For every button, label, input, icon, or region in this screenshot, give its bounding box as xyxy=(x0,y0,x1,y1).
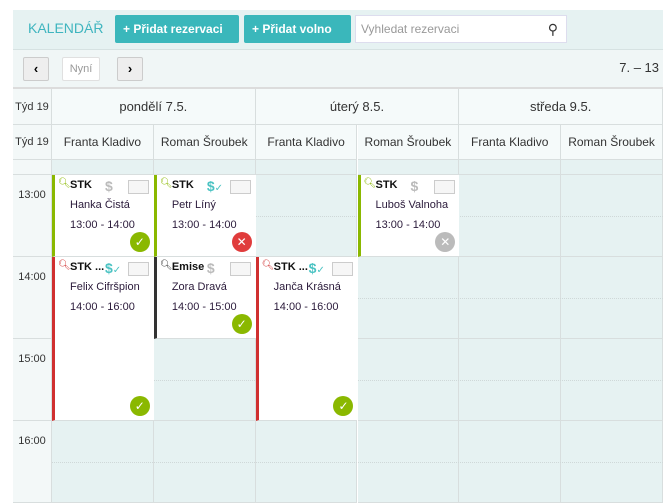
event-time: 13:00 - 14:00 xyxy=(70,219,135,231)
customer-name: Felix Cifršpion xyxy=(70,281,140,293)
all-day-slot[interactable] xyxy=(153,160,256,175)
event-title: STK xyxy=(70,179,92,191)
event-title: Emise xyxy=(171,261,205,273)
envelope-icon[interactable] xyxy=(331,262,353,276)
customer-name: Janča Krásná xyxy=(273,281,341,293)
staff-header[interactable]: Roman Šroubek xyxy=(357,125,460,160)
reservation-event[interactable]: 🔍︎ STK $ Hanka Čistá 13:00 - 14:00 ✓ xyxy=(52,175,154,257)
event-time: 13:00 - 14:00 xyxy=(375,219,441,231)
next-button[interactable]: › xyxy=(117,57,143,81)
event-time: 13:00 - 14:00 xyxy=(171,219,237,231)
hour-label: 14:00 xyxy=(13,257,52,339)
all-day-slot[interactable] xyxy=(459,160,562,175)
calendar-grid: Týd 19 Týd 19 pondělí 7.5. úterý 8.5. středa… xyxy=(13,89,663,503)
customer-name: Luboš Valnoha xyxy=(375,199,449,211)
event-title: STK ... xyxy=(70,261,105,273)
search-placeholder: Vyhledat rezervaci xyxy=(361,22,460,36)
status-confirmed-icon[interactable]: ✓ xyxy=(231,314,252,334)
staff-header[interactable]: Franta Kladivo xyxy=(52,125,154,160)
search-icon[interactable]: 🔍︎ xyxy=(159,260,173,271)
week-label: Týd 19 xyxy=(13,125,52,160)
event-time: 14:00 - 16:00 xyxy=(273,301,339,313)
reservation-event[interactable]: 🔍︎ STK ... $✓ Felix Cifršpion 14:00 - 16:00 ✓ xyxy=(52,257,154,421)
status-cancelled-icon[interactable]: ✕ xyxy=(231,232,252,252)
date-range: 7. – 13 xyxy=(619,60,659,75)
event-title: STK xyxy=(375,179,398,191)
day-header[interactable]: úterý 8.5. xyxy=(255,89,460,125)
prev-button[interactable]: ‹ xyxy=(23,57,49,81)
customer-name: Hanka Čistá xyxy=(70,199,130,211)
status-confirmed-icon[interactable]: ✓ xyxy=(333,396,354,416)
customer-name: Zora Dravá xyxy=(171,281,227,293)
dollar-icon[interactable]: $ xyxy=(206,260,215,276)
envelope-icon[interactable] xyxy=(128,180,149,194)
app-title[interactable]: KALENDÁŘ xyxy=(28,20,104,36)
customer-name: Petr Líný xyxy=(171,199,216,211)
staff-header[interactable]: Roman Šroubek xyxy=(561,125,663,160)
search-icon[interactable]: 🔍︎ xyxy=(363,178,377,189)
search-icon[interactable]: ⚲ xyxy=(547,21,558,37)
status-pending-icon[interactable]: ✕ xyxy=(435,232,456,252)
reservation-event[interactable]: 🔍︎ Emise $ Zora Dravá 14:00 - 15:00 ✓ xyxy=(153,257,256,339)
half-hour-line xyxy=(52,462,663,463)
search-input[interactable]: Vyhledat rezervaci ⚲ xyxy=(355,15,567,43)
reservation-event[interactable]: 🔍︎ STK $ Luboš Valnoha 13:00 - 14:00 ✕ xyxy=(357,175,460,257)
add-free-button[interactable]: + Přidat volno xyxy=(244,15,351,43)
paid-icon[interactable]: $✓ xyxy=(105,260,122,276)
dollar-icon[interactable]: $ xyxy=(410,178,419,194)
status-confirmed-icon[interactable]: ✓ xyxy=(129,396,150,416)
staff-header[interactable]: Roman Šroubek xyxy=(153,125,256,160)
paid-icon[interactable]: $✓ xyxy=(308,260,325,276)
toolbar: KALENDÁŘ + Přidat rezervaci + Přidat vol… xyxy=(13,10,663,50)
dollar-icon[interactable]: $ xyxy=(105,178,113,194)
reservation-event[interactable]: 🔍︎ STK ... $✓ Janča Krásná 14:00 - 16:00 ✓ xyxy=(255,257,358,421)
hour-label: 15:00 xyxy=(13,339,52,421)
event-title: STK xyxy=(171,179,194,191)
status-confirmed-icon[interactable]: ✓ xyxy=(129,232,150,252)
search-icon[interactable]: 🔍︎ xyxy=(58,260,71,271)
search-icon[interactable]: 🔍︎ xyxy=(159,178,173,189)
reservation-event[interactable]: 🔍︎ STK $✓ Petr Líný 13:00 - 14:00 ✕ xyxy=(153,175,256,257)
all-day-slot[interactable] xyxy=(357,160,460,175)
time-cell xyxy=(13,160,52,175)
day-header[interactable]: pondělí 7.5. xyxy=(52,89,256,125)
envelope-icon[interactable] xyxy=(128,262,149,276)
date-navigation: ‹ Nyní › 7. – 13 xyxy=(13,50,663,89)
envelope-icon[interactable] xyxy=(433,180,455,194)
add-reservation-button[interactable]: + Přidat rezervaci xyxy=(115,15,239,43)
all-day-slot[interactable] xyxy=(561,160,663,175)
day-header[interactable]: středa 9.5. xyxy=(459,89,663,125)
hour-label: 13:00 xyxy=(13,175,52,257)
hour-label: 16:00 xyxy=(13,421,52,503)
all-day-slot[interactable] xyxy=(52,160,154,175)
event-time: 14:00 - 15:00 xyxy=(171,301,237,313)
event-title: STK ... xyxy=(273,261,308,273)
staff-header[interactable]: Franta Kladivo xyxy=(459,125,562,160)
envelope-icon[interactable] xyxy=(229,180,251,194)
event-time: 14:00 - 16:00 xyxy=(70,301,135,313)
week-label: Týd 19 xyxy=(13,89,52,125)
half-hour-line xyxy=(52,298,663,299)
staff-header[interactable]: Franta Kladivo xyxy=(255,125,358,160)
all-day-slot[interactable] xyxy=(255,160,358,175)
search-icon[interactable]: 🔍︎ xyxy=(58,178,71,189)
envelope-icon[interactable] xyxy=(229,262,251,276)
today-button[interactable]: Nyní xyxy=(62,57,100,81)
half-hour-line xyxy=(52,380,663,381)
paid-icon[interactable]: $✓ xyxy=(206,178,224,194)
search-icon[interactable]: 🔍︎ xyxy=(261,260,275,271)
